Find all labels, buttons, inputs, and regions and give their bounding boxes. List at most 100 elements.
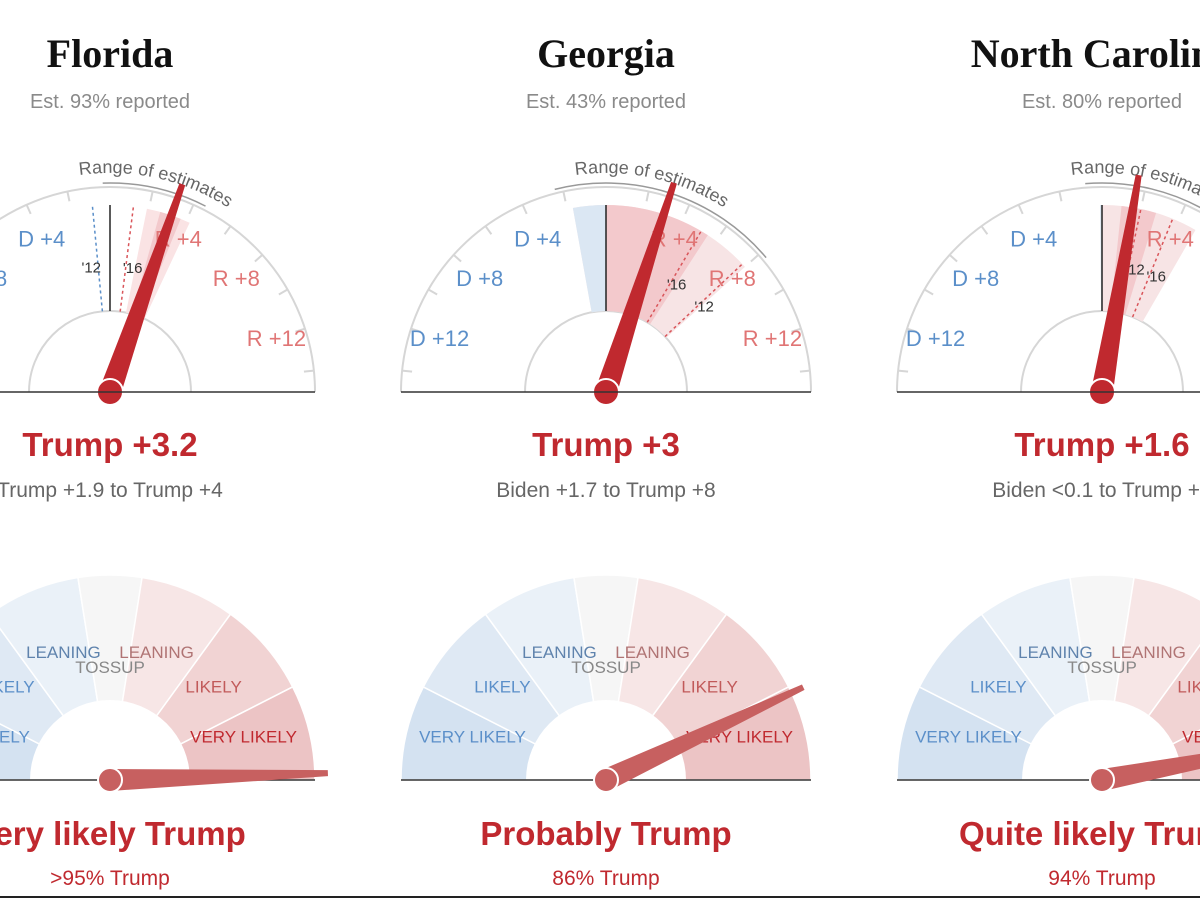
- gauge-tick: [684, 204, 691, 215]
- margin-needle: [595, 181, 677, 396]
- probability-segment-label: VERY LIKELY: [915, 728, 1022, 747]
- probability-headline: Very likely Trump: [0, 815, 246, 852]
- gauge-tick: [66, 191, 71, 202]
- gauge-tick: [402, 369, 413, 373]
- gauge-tick: [303, 369, 314, 373]
- probability-segment-label: VERY LIKELY: [1182, 728, 1200, 747]
- probability-segment-label: TOSSUP: [571, 658, 641, 677]
- gauge-outline: [896, 186, 1200, 393]
- probability-needle: [109, 769, 328, 791]
- gauge-tick: [923, 288, 934, 296]
- reporting-status: Est. 80% reported: [1022, 91, 1182, 113]
- probability-headline: Probably Trump: [480, 815, 731, 852]
- margin-headline: Trump +3: [532, 426, 680, 463]
- range-bracket: [102, 182, 206, 207]
- margin-tick-label: R +12: [247, 326, 306, 351]
- probability-segment-label: VERY LIKELY: [0, 728, 30, 747]
- margin-tick-label: D +12: [906, 326, 965, 351]
- gauge-tick: [1017, 204, 1024, 215]
- gauge-tick: [223, 225, 232, 235]
- gauge-tick: [427, 288, 438, 296]
- gauge-tick: [562, 191, 567, 202]
- state-title: Georgia: [537, 31, 675, 76]
- state-panel: North CarolinaEst. 80% reported'12'16Ran…: [896, 31, 1200, 890]
- reporting-status: Est. 43% reported: [526, 91, 686, 113]
- gauge-outline: [0, 186, 316, 393]
- probability-segment-label: LEANING: [1018, 643, 1093, 662]
- gauge-tick: [410, 327, 421, 333]
- gauge-tick: [149, 191, 154, 202]
- probability-hub: [97, 767, 123, 793]
- gauge-outline: [400, 186, 812, 393]
- gauge-tick: [278, 288, 289, 296]
- gauge-tick: [25, 204, 32, 215]
- margin-range-text: Biden +1.7 to Trump +8: [496, 479, 715, 502]
- gauge-tick: [295, 327, 306, 333]
- margin-tick-label: D +4: [514, 227, 561, 252]
- margin-tick-label: R +12: [743, 326, 802, 351]
- margin-tick-label: D +8: [952, 266, 999, 291]
- prior-result-label: '16: [667, 276, 687, 293]
- probability-segment-label: LIKELY: [0, 678, 35, 697]
- probability-segment-label: LIKELY: [474, 678, 530, 697]
- state-panel: Florida Est. 93% reported '12 '16 Range of e…: [0, 31, 328, 890]
- gauge-tick: [774, 288, 785, 296]
- state-panel: Georgia Est. 43% reported '16 '12 Range of e…: [400, 31, 812, 890]
- prior-result-label: '16: [1146, 268, 1166, 285]
- probability-segment-label: VERY LIKELY: [190, 728, 297, 747]
- margin-needle: [1091, 174, 1142, 394]
- margin-needle: [99, 183, 186, 396]
- probability-segment-label: TOSSUP: [75, 658, 145, 677]
- gauge-tick: [799, 369, 810, 373]
- margin-tick-label: D +8: [0, 266, 7, 291]
- margin-headline: Trump +3.2: [22, 426, 197, 463]
- probability-headline: Quite likely Trump: [959, 815, 1200, 852]
- margin-headline: Trump +1.6: [1014, 426, 1189, 463]
- prior-result-label: '12: [694, 298, 714, 315]
- margin-gauge: '16 '12 Range of estimates D +12 D +8 D +4 R +…: [400, 157, 812, 406]
- probability-segment-label: LEANING: [615, 643, 690, 662]
- probability-hub: [593, 767, 619, 793]
- gauge-tick: [898, 369, 909, 373]
- gauge-tick: [948, 254, 958, 263]
- margin-tick-label: D +4: [18, 227, 65, 252]
- probability-hub-cutout: [30, 700, 190, 780]
- gauge-tick: [1141, 191, 1146, 202]
- probability-segment-label: LEANING: [119, 643, 194, 662]
- margin-tick-label: D +12: [410, 326, 469, 351]
- prior-result-label: '16: [123, 260, 143, 277]
- gauge-tick: [719, 225, 728, 235]
- gauge-tick: [188, 204, 195, 215]
- gauge-tick: [452, 254, 462, 263]
- gauge-tick: [980, 225, 989, 235]
- probability-hub: [1089, 767, 1115, 793]
- probability-segment-label: TOSSUP: [1067, 658, 1137, 677]
- gauge-tick: [484, 225, 493, 235]
- probability-text: 94% Trump: [1048, 867, 1155, 890]
- gauge-tick: [1180, 204, 1187, 215]
- margin-tick-label: D +8: [456, 266, 503, 291]
- probability-segment-label: LIKELY: [1177, 678, 1200, 697]
- estimate-range-dem-band: [572, 205, 606, 313]
- probability-segment-label: LIKELY: [681, 678, 737, 697]
- range-label: Range of estimates: [574, 157, 733, 211]
- probability-segment-label: LEANING: [1111, 643, 1186, 662]
- gauge-tick: [645, 191, 650, 202]
- probability-text: 86% Trump: [552, 867, 659, 890]
- gauge-tick: [521, 204, 528, 215]
- gauge-tick: [791, 327, 802, 333]
- margin-range-text: Biden <0.1 to Trump +5: [992, 479, 1200, 502]
- probability-segment-label: VERY LIKELY: [419, 728, 526, 747]
- gauge-tick: [254, 254, 264, 263]
- probability-hub-cutout: [1022, 700, 1182, 780]
- margin-tick-label: R +8: [213, 266, 260, 291]
- gauge-tick: [750, 254, 760, 263]
- range-label: Range of estimates: [78, 157, 237, 211]
- reporting-status: Est. 93% reported: [30, 91, 190, 113]
